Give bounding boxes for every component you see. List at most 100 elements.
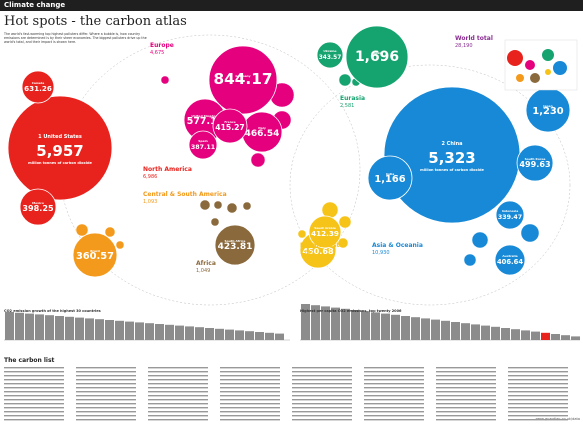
list-row	[292, 379, 352, 381]
bubble-label: Mexico	[32, 201, 44, 205]
list-row	[364, 367, 424, 369]
bubble-canada	[21, 70, 55, 104]
list-row	[364, 411, 424, 413]
region-outline	[289, 64, 571, 306]
list-row	[364, 379, 424, 381]
list-row	[364, 383, 424, 385]
region-title: North America	[143, 166, 192, 173]
bubble-value: 5,323	[428, 149, 475, 167]
map-region	[525, 60, 535, 70]
list-row	[220, 379, 280, 381]
right-bar	[411, 317, 420, 340]
list-row	[220, 367, 280, 369]
region-total: 1,093	[143, 199, 157, 205]
list-row	[292, 375, 352, 377]
right-bar	[421, 318, 430, 340]
list-row	[292, 367, 352, 369]
bubble-value: 360.57	[76, 251, 114, 262]
region-total: 4,675	[150, 50, 164, 56]
list-row	[364, 395, 424, 397]
cluster-bubble	[75, 223, 89, 237]
region-title: Middle East	[300, 242, 340, 249]
list-row	[508, 383, 568, 385]
right-bar	[381, 313, 390, 340]
list-row	[220, 399, 280, 401]
bubble-label: Germany	[235, 74, 250, 78]
bubble-france	[212, 108, 248, 144]
list-row	[436, 419, 496, 421]
region-title: Eurasia	[340, 95, 365, 102]
right-bar	[351, 310, 360, 340]
list-row	[4, 375, 64, 377]
list-row	[148, 419, 208, 421]
list-row	[292, 391, 352, 393]
region-title: Central & South America	[143, 191, 227, 198]
bubble-value: 466.54	[245, 129, 280, 139]
bubble-indonesia	[495, 200, 525, 230]
bubble-label: Canada	[32, 81, 45, 85]
bubble-label: India	[386, 172, 394, 176]
left-bar	[35, 314, 44, 340]
right-bar	[301, 304, 310, 340]
region-total: 2,581	[340, 103, 354, 109]
list-row	[76, 371, 136, 373]
list-row	[220, 387, 280, 389]
right-bar	[501, 328, 510, 340]
bubble-value: 415.27	[215, 123, 244, 132]
right-bar	[461, 323, 470, 340]
list-row	[436, 395, 496, 397]
list-row	[508, 375, 568, 377]
list-row	[148, 403, 208, 405]
bubble-value: 387.11	[191, 144, 215, 151]
left-bar	[255, 332, 264, 340]
list-row	[220, 383, 280, 385]
list-row	[76, 403, 136, 405]
region-title: Africa	[196, 260, 216, 267]
list-row	[76, 411, 136, 413]
bubble-label: South Africa	[225, 239, 246, 243]
bubble-label: 1 United States	[38, 134, 82, 140]
list-row	[220, 391, 280, 393]
bubble-value: 423.81	[218, 242, 253, 252]
bubble-label: Indonesia	[502, 209, 518, 213]
left-bar	[145, 323, 154, 340]
list-row	[148, 399, 208, 401]
list-row	[508, 391, 568, 393]
list-row	[76, 367, 136, 369]
list-row	[436, 387, 496, 389]
list-row	[220, 403, 280, 405]
bubble-label: France	[224, 120, 235, 124]
bubble-australia	[494, 244, 526, 276]
right-bar	[321, 306, 330, 340]
list-row	[364, 419, 424, 421]
map-region	[545, 69, 551, 75]
list-row	[436, 391, 496, 393]
left-bar	[45, 315, 54, 340]
right-bar	[551, 334, 560, 340]
bubble-label: Spain	[198, 139, 208, 143]
left-bar	[15, 312, 24, 340]
cluster-bubble	[242, 201, 252, 211]
list-row	[4, 371, 64, 373]
left-bar	[155, 324, 164, 340]
list-row	[292, 387, 352, 389]
list-row	[436, 403, 496, 405]
left-bar	[5, 312, 14, 340]
bubble-value: 499.63	[519, 159, 550, 169]
left-bar	[225, 329, 234, 340]
list-row	[4, 387, 64, 389]
list-row	[436, 399, 496, 401]
list-row	[4, 403, 64, 405]
list-row	[148, 407, 208, 409]
list-row	[436, 371, 496, 373]
left-bar	[245, 331, 254, 340]
left-bar	[275, 333, 284, 340]
bubble-brazil	[72, 232, 118, 278]
bubble-mexico	[19, 188, 57, 226]
left-bar	[95, 319, 104, 340]
bubble-value: 339.47	[498, 214, 522, 221]
page-title: Hot spots - the carbon atlas	[4, 14, 187, 29]
left-bar	[75, 317, 84, 340]
list-row	[292, 407, 352, 409]
